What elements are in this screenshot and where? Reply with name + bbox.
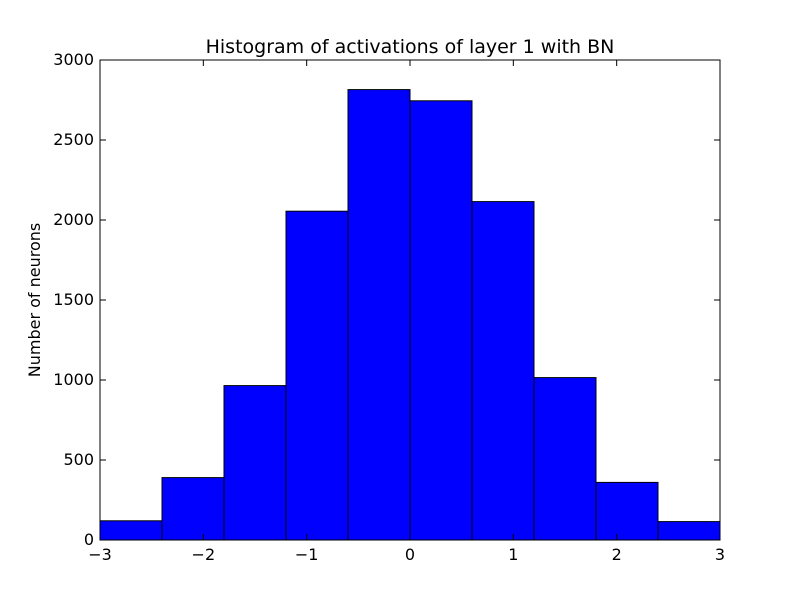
y-tick-label: 0 xyxy=(84,530,94,549)
histogram-bar xyxy=(99,520,163,541)
y-tick-label: 2000 xyxy=(53,210,94,229)
histogram-bar xyxy=(409,100,473,541)
x-tick-label: −2 xyxy=(192,545,216,564)
y-tick-label: 1500 xyxy=(53,290,94,309)
bars-group xyxy=(99,89,721,541)
histogram-bar xyxy=(471,201,535,541)
x-tick-label: 0 xyxy=(405,545,415,564)
histogram-bar xyxy=(657,521,721,541)
x-tick-label: 1 xyxy=(508,545,518,564)
histogram-bar xyxy=(161,477,225,541)
plot-frame xyxy=(99,59,721,541)
histogram-bar xyxy=(533,377,597,541)
y-tick-label: 500 xyxy=(63,450,94,469)
y-tick-label: 1000 xyxy=(53,370,94,389)
y-tick-label: 2500 xyxy=(53,130,94,149)
y-tick-label: 3000 xyxy=(53,50,94,69)
histogram-bar xyxy=(285,210,349,541)
histogram-bar xyxy=(595,481,659,541)
x-tick-label: −3 xyxy=(88,545,112,564)
x-tick-label: 3 xyxy=(715,545,725,564)
chart-title: Histogram of activations of layer 1 with… xyxy=(206,36,615,58)
x-tick-label: 2 xyxy=(612,545,622,564)
ticks-group: −3 −2 −1 0 1 2 3 0 500 1000 1500 2000 2500 3000 xyxy=(53,50,725,564)
y-axis-label: Number of neurons xyxy=(25,223,44,377)
x-tick-label: −1 xyxy=(295,545,319,564)
histogram-bar xyxy=(347,89,411,541)
histogram-bar xyxy=(223,385,287,541)
